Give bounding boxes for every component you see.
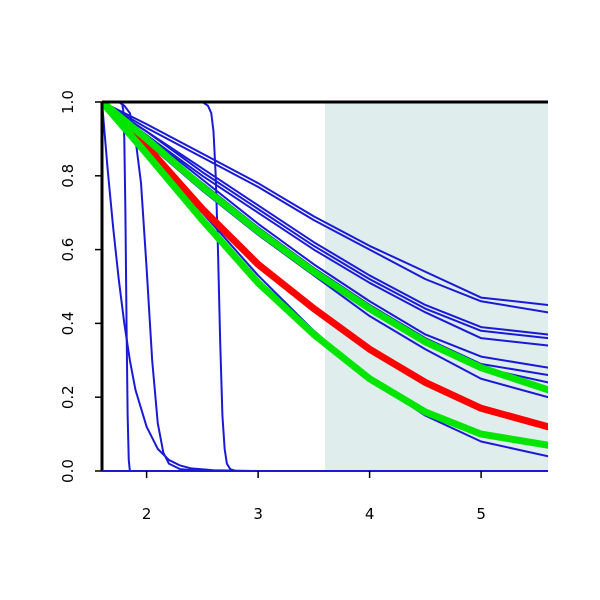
axes-group: 0.0 0.2 0.4 0.6 0.8 1.0 2 3 4 5 (59, 90, 548, 523)
series-line-6 (102, 102, 548, 369)
y-tick-label: 1.0 (59, 90, 77, 114)
x-tick-label: 5 (476, 505, 486, 523)
series-line-4 (102, 102, 548, 340)
series-line-2 (102, 102, 548, 314)
series-line-13 (102, 102, 548, 471)
y-tick-label: 0.0 (59, 459, 77, 483)
y-tick-label: 0.4 (59, 311, 77, 335)
series-line-17 (102, 102, 548, 449)
series-line-11 (102, 102, 548, 471)
x-tick-label: 3 (253, 505, 263, 523)
y-tick-label: 0.8 (59, 164, 77, 188)
plot-background (325, 102, 548, 471)
y-tick-label: 0.2 (59, 385, 77, 409)
y-tick-label: 0.6 (59, 238, 77, 262)
x-tick-label: 2 (142, 505, 152, 523)
series-line-15 (102, 102, 548, 431)
series-line-1 (102, 102, 548, 306)
series-line-14 (102, 102, 548, 471)
series-line-16 (102, 102, 548, 394)
shaded-region (325, 102, 548, 471)
x-tick-label: 4 (365, 505, 375, 523)
series-group (102, 102, 548, 471)
